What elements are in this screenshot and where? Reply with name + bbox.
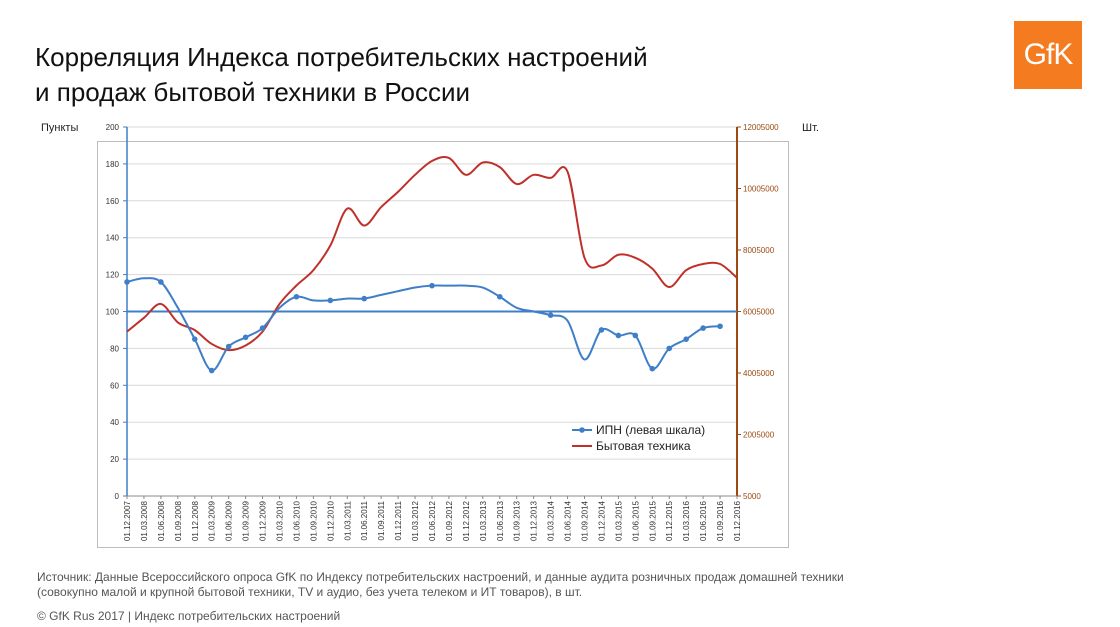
x-tick-label: 01.06.2014 [564, 500, 573, 541]
x-tick-label: 01.12.2008 [191, 500, 200, 541]
gfk-logo: GfK [1014, 21, 1082, 89]
x-tick-label: 01.09.2015 [648, 500, 657, 541]
ipn-data-point [615, 332, 622, 339]
ipn-data-point [632, 332, 639, 339]
x-tick-label: 01.06.2013 [496, 500, 505, 541]
left-tick-label: 100 [106, 308, 120, 317]
ipn-data-point [598, 327, 605, 333]
right-tick-label: 6005000 [743, 308, 775, 317]
source-line-2: (совокупно малой и крупной бытовой техни… [37, 585, 583, 599]
x-tick-label: 01.12.2016 [733, 500, 742, 541]
x-tick-label: 01.12.2009 [259, 500, 268, 541]
right-tick-label: 4005000 [743, 369, 775, 378]
left-tick-label: 20 [110, 455, 119, 464]
x-tick-label: 01.03.2011 [343, 500, 352, 540]
x-tick-label: 01.03.2008 [140, 500, 149, 541]
ipn-data-point [293, 293, 300, 300]
footer-copyright: © GfK Rus 2017 | Индекс потребительских … [37, 609, 341, 623]
ipn-data-point [717, 323, 723, 330]
x-tick-label: 01.03.2009 [208, 500, 217, 541]
x-tick-label: 01.03.2016 [682, 500, 691, 541]
ipn-data-point [225, 343, 232, 350]
ipn-data-point [124, 279, 130, 285]
right-tick-label: 12005000 [743, 123, 779, 132]
left-tick-label: 40 [110, 418, 119, 427]
left-tick-label: 60 [110, 381, 119, 390]
legend-label-ipn: ИПН (левая шкала) [596, 423, 705, 437]
ipn-data-point [191, 336, 198, 342]
title-line-2: и продаж бытовой техники в России [35, 77, 471, 107]
x-tick-label: 01.06.2015 [631, 500, 640, 541]
chart-frame [97, 141, 789, 548]
x-tick-label: 01.03.2015 [614, 500, 623, 541]
ipn-data-point [496, 293, 503, 300]
left-tick-label: 120 [106, 271, 120, 280]
x-tick-label: 01.03.2010 [276, 500, 285, 541]
x-tick-label: 01.12.2011 [394, 500, 403, 540]
logo-text: GfK [1023, 38, 1074, 71]
x-tick-label: 01.12.2007 [123, 500, 132, 541]
source-note: Источник: Данные Всероссийского опроса G… [37, 570, 917, 600]
left-tick-label: 80 [110, 344, 119, 353]
right-tick-label: 5000 [743, 492, 761, 501]
x-tick-label: 01.12.2013 [530, 500, 539, 541]
x-tick-label: 01.09.2012 [445, 500, 454, 541]
x-tick-label: 01.09.2016 [716, 500, 725, 541]
x-tick-label: 01.06.2009 [225, 500, 234, 541]
ipn-data-point [208, 367, 215, 374]
left-axis-unit: Пункты [41, 122, 79, 134]
ipn-data-point [327, 297, 334, 304]
source-line-1: Источник: Данные Всероссийского опроса G… [37, 570, 844, 584]
ipn-data-point [242, 334, 249, 341]
series-line-appliances [126, 156, 738, 352]
ipn-data-point [361, 295, 368, 302]
x-tick-label: 01.06.2010 [292, 500, 301, 541]
x-tick-label: 01.06.2016 [699, 500, 708, 541]
x-tick-label: 01.09.2011 [377, 500, 386, 540]
x-tick-label: 01.09.2014 [581, 500, 590, 541]
series-line-ipn [126, 277, 721, 372]
ipn-data-point [259, 325, 266, 331]
x-tick-label: 01.06.2011 [360, 500, 369, 540]
x-tick-label: 01.12.2014 [597, 500, 606, 541]
x-tick-label: 01.06.2012 [428, 500, 437, 541]
right-tick-label: 2005000 [743, 431, 775, 440]
x-tick-label: 01.12.2015 [665, 500, 674, 541]
left-tick-label: 200 [106, 123, 120, 132]
right-tick-label: 10005000 [743, 185, 779, 194]
ipn-data-point [547, 312, 554, 318]
x-tick-label: 01.12.2012 [462, 500, 471, 541]
ipn-data-point [429, 282, 435, 289]
x-tick-label: 01.12.2010 [326, 500, 335, 541]
title-line-1: Корреляция Индекса потребительских настр… [35, 42, 648, 72]
x-tick-label: 01.09.2013 [513, 500, 522, 541]
ipn-data-point [683, 336, 689, 342]
right-axis-unit: Шт. [802, 122, 819, 134]
x-tick-label: 01.03.2013 [479, 500, 488, 541]
left-tick-label: 180 [106, 160, 120, 169]
x-tick-label: 01.09.2008 [174, 500, 183, 541]
x-tick-label: 01.03.2012 [411, 500, 420, 541]
left-tick-label: 0 [115, 492, 120, 501]
x-tick-label: 01.09.2010 [309, 500, 318, 541]
ipn-data-point [649, 365, 656, 372]
ipn-data-point [666, 345, 673, 352]
slide-title: Корреляция Индекса потребительских настр… [35, 40, 648, 110]
ipn-data-point [700, 325, 706, 331]
legend-marker-ipn [579, 427, 585, 433]
left-tick-label: 140 [106, 234, 120, 243]
legend-label-appliances: Бытовая техника [596, 439, 691, 453]
left-tick-label: 160 [106, 197, 120, 206]
right-tick-label: 8005000 [743, 246, 775, 255]
x-tick-label: 01.06.2008 [157, 500, 166, 541]
x-tick-label: 01.03.2014 [547, 500, 556, 541]
x-tick-label: 01.09.2009 [242, 500, 251, 541]
ipn-data-point [158, 279, 164, 285]
